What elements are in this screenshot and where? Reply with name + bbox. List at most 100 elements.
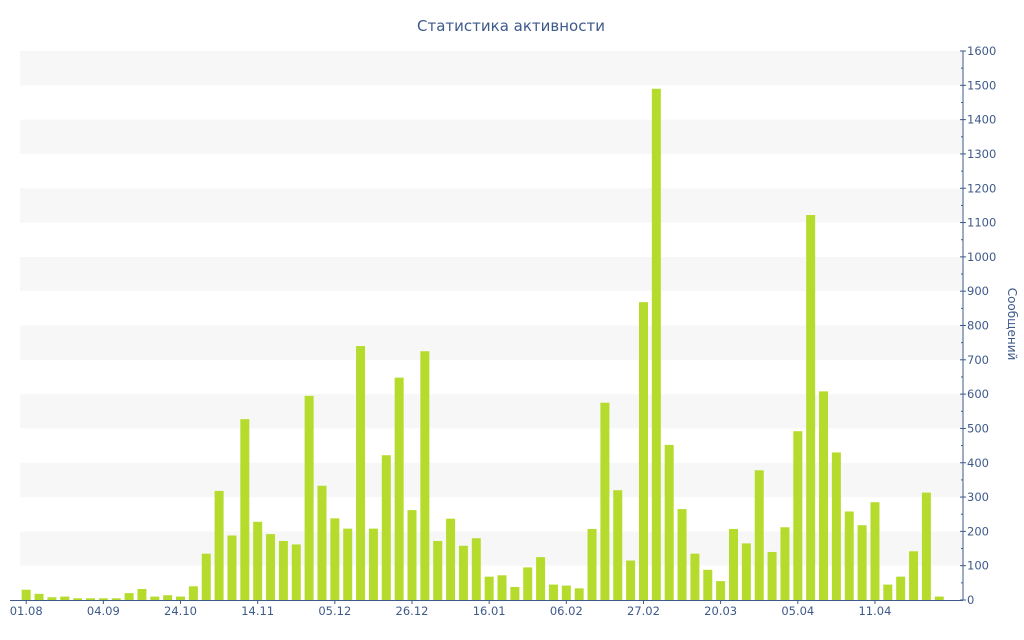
bar [137, 589, 147, 600]
x-tick-label: 16.01 [473, 604, 506, 618]
y-tick-label: 100 [967, 559, 989, 573]
grid-band [20, 462, 963, 498]
grid-band [20, 428, 963, 463]
bar [677, 509, 687, 600]
grid-band [20, 188, 963, 223]
grid-band [20, 497, 963, 532]
bar [381, 455, 391, 600]
grid-band [20, 325, 963, 360]
bar [934, 596, 944, 600]
bar [330, 518, 340, 600]
grid-band [20, 51, 963, 86]
bar [150, 596, 160, 600]
bar [664, 444, 674, 600]
grid-band [20, 119, 963, 154]
y-tick-label: 1200 [967, 181, 996, 195]
bar [626, 560, 636, 600]
bar [729, 528, 738, 600]
bar [420, 351, 430, 600]
bar [690, 553, 700, 600]
bar [240, 419, 250, 600]
bar [458, 545, 468, 600]
x-tick-label: 14.11 [241, 604, 274, 618]
grid-bands [20, 51, 963, 600]
bar [446, 518, 456, 600]
bar [86, 598, 95, 600]
bar [819, 391, 829, 600]
bar [806, 215, 816, 601]
bar [317, 485, 327, 600]
x-tick-label: 05.12 [318, 604, 351, 618]
x-tick-label: 20.03 [704, 604, 737, 618]
bar [793, 431, 803, 600]
bar [356, 346, 366, 600]
bar [291, 544, 301, 600]
bar [921, 492, 931, 600]
bar [883, 584, 893, 600]
y-tick-label: 200 [967, 524, 989, 538]
x-tick-label: 05.04 [781, 604, 814, 618]
bar [21, 589, 31, 600]
y-axis: 0 100 200 300 400 500 600 700 800 900 1000 1100 1200… [960, 44, 996, 607]
bar [561, 585, 571, 600]
grid-band [20, 394, 963, 429]
bar [60, 596, 70, 600]
bar [523, 567, 533, 600]
y-tick-label: 900 [967, 284, 989, 298]
bar [163, 595, 173, 600]
x-axis: 01.08 04.09 24.10 14.11 05.12 26.12 16.01 06.02… [10, 600, 963, 618]
bar [870, 502, 880, 600]
y-tick-label: 600 [967, 387, 989, 401]
bar [600, 402, 610, 600]
bar [497, 575, 507, 600]
y-tick-label: 1500 [967, 78, 996, 92]
bar [716, 581, 726, 600]
bar [304, 395, 314, 600]
bar [278, 540, 288, 600]
y-tick-label: 1000 [967, 250, 996, 264]
x-tick-label: 04.09 [87, 604, 120, 618]
bar [754, 470, 764, 600]
bar [253, 521, 263, 600]
bar [227, 535, 237, 600]
bar [548, 584, 558, 600]
bar [407, 510, 417, 600]
bar [176, 596, 186, 600]
bar [484, 576, 494, 600]
grid-band [20, 359, 963, 395]
y-tick-label: 1600 [967, 44, 996, 58]
bar [896, 576, 906, 600]
y-axis-title: Сообщений [1005, 288, 1019, 361]
bar [536, 557, 546, 600]
bar [343, 528, 353, 600]
bar [47, 597, 57, 600]
y-tick-label: 1400 [967, 113, 996, 127]
y-tick-label: 300 [967, 490, 989, 504]
bar [844, 511, 854, 600]
bar [111, 598, 121, 600]
bar [73, 598, 83, 600]
x-tick-label: 11.04 [858, 604, 891, 618]
bar [651, 88, 661, 601]
bar [703, 569, 713, 600]
grid-band [20, 153, 963, 189]
bar [638, 302, 648, 600]
y-tick-label: 800 [967, 319, 989, 333]
bar [368, 528, 378, 600]
y-tick-label: 0 [967, 593, 974, 607]
bar [34, 593, 44, 600]
bar [510, 586, 520, 600]
bar [741, 543, 751, 600]
grid-band [20, 222, 963, 257]
bar [201, 553, 211, 600]
x-tick-label: 24.10 [164, 604, 197, 618]
bar [587, 528, 597, 600]
y-tick-label: 1100 [967, 216, 996, 230]
bar [98, 598, 108, 600]
grid-band [20, 85, 963, 120]
bar [433, 540, 443, 600]
grid-band [20, 256, 963, 292]
bar [124, 593, 134, 600]
x-tick-label: 27.02 [627, 604, 660, 618]
